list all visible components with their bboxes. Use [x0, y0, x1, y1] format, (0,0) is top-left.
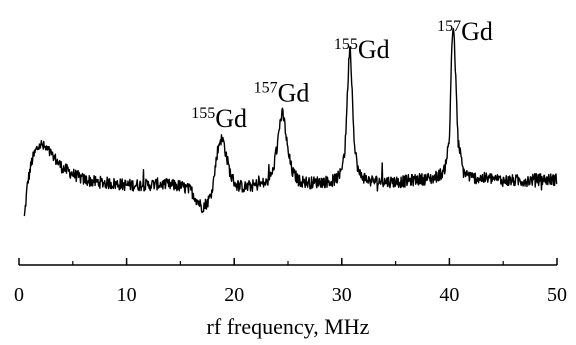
peak-mass-number: 157 [254, 80, 278, 97]
peak-label: 157Gd [437, 17, 493, 46]
peak-element: Gd [358, 35, 390, 64]
peak-label: 155Gd [334, 35, 390, 64]
peak-mass-number: 157 [437, 18, 461, 35]
peak-label: 155Gd [191, 104, 247, 133]
peak-mass-number: 155 [191, 105, 215, 122]
peak-element: Gd [461, 17, 493, 46]
peak-label: 157Gd [254, 79, 310, 108]
peak-element: Gd [215, 104, 247, 133]
x-tick-label: 30 [332, 284, 352, 306]
x-axis: 0 10 20 30 40 50 [14, 258, 567, 306]
x-tick-label: 40 [439, 284, 459, 306]
spectrum-line [23, 28, 558, 217]
x-axis-title: rf frequency, MHz [207, 314, 370, 339]
x-ticks: 0 10 20 30 40 50 [14, 258, 567, 306]
x-tick-label: 50 [547, 284, 567, 306]
spectrum-layer [23, 28, 558, 217]
peak-mass-number: 155 [334, 36, 358, 53]
x-tick-label: 0 [14, 284, 24, 306]
x-tick-label: 10 [117, 284, 137, 306]
peak-element: Gd [278, 79, 310, 108]
x-tick-label: 20 [224, 284, 244, 306]
